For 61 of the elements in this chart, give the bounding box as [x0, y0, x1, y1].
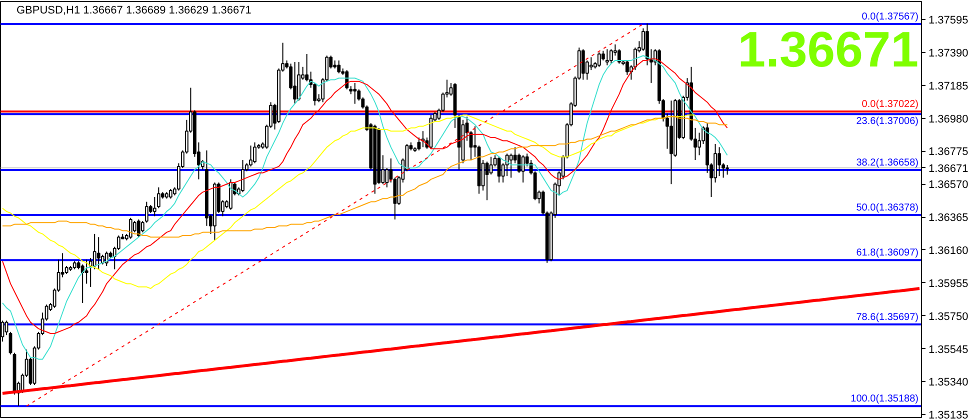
- candlestick: [305, 54, 309, 82]
- candlestick: [489, 156, 493, 175]
- y-tick-label: 1.36160: [928, 244, 968, 257]
- candlestick: [144, 201, 148, 224]
- y-tick-label: 1.36671: [928, 162, 968, 175]
- candlestick: [80, 264, 84, 304]
- candlestick: [293, 62, 297, 104]
- y-tick-label: 1.36570: [928, 179, 968, 192]
- y-tick-label: 1.36980: [928, 113, 968, 126]
- y-tick-label: 1.36365: [928, 212, 968, 224]
- candlestick: [605, 48, 609, 66]
- candlestick: [726, 164, 729, 176]
- candlestick: [625, 60, 629, 76]
- ref-line-label: 0.0(1.37567): [862, 11, 919, 22]
- candlestick: [253, 142, 256, 164]
- candlestick: [353, 82, 357, 104]
- y-tick-label: 1.37185: [928, 80, 968, 92]
- ref-line-label: 0.0(1.37022): [862, 99, 919, 110]
- candlestick: [609, 48, 613, 64]
- y-tick-label: 1.35545: [928, 344, 968, 356]
- candlestick: [241, 160, 244, 193]
- candlestick: [92, 233, 96, 270]
- candlestick: [104, 251, 108, 267]
- y-tick-label: 1.35955: [928, 278, 968, 290]
- candlestick: [385, 168, 389, 188]
- ref-line-label: 50.0(1.36378): [856, 202, 919, 214]
- candlestick: [509, 153, 513, 178]
- candlestick: [140, 220, 144, 233]
- y-tick-label: 1.35750: [928, 310, 968, 323]
- candlestick: [168, 188, 172, 200]
- candlestick: [345, 70, 349, 90]
- candlestick: [96, 236, 100, 270]
- ref-line-label: 38.2(1.36658): [856, 157, 919, 168]
- candlestick: [581, 48, 585, 80]
- candlestick: [84, 259, 88, 284]
- ref-line-label: 23.6(1.37006): [856, 116, 919, 128]
- y-tick-label: 1.37390: [928, 47, 968, 60]
- candlestick: [617, 48, 621, 64]
- candlestick: [152, 196, 156, 217]
- candlestick: [589, 56, 593, 71]
- candlestick: [521, 154, 525, 184]
- candlestick: [718, 146, 721, 177]
- candlestick: [100, 254, 104, 265]
- ref-line-label: 100.0(1.35188): [850, 394, 919, 405]
- y-tick-label: 1.36775: [928, 146, 968, 158]
- candlestick: [505, 153, 509, 177]
- chart-title: GBPUSD,H1 1.36667 1.36689 1.36629 1.36671: [16, 4, 252, 16]
- candlestick: [597, 52, 601, 68]
- candlestick: [485, 161, 489, 201]
- y-tick-label: 1.35135: [928, 410, 968, 420]
- candlestick: [156, 186, 160, 209]
- candlestick: [8, 331, 12, 355]
- annotation: 1.36671: [738, 22, 919, 78]
- ref-line-label: 78.6(1.35697): [856, 312, 919, 323]
- candlestick: [337, 60, 341, 74]
- candlestick: [417, 137, 421, 151]
- y-tick-label: 1.35340: [928, 376, 968, 389]
- y-tick-label: 1.37595: [928, 14, 968, 26]
- candlestick: [136, 218, 140, 238]
- candlestick: [128, 217, 132, 240]
- ref-line-label: 61.8(1.36097): [856, 248, 919, 259]
